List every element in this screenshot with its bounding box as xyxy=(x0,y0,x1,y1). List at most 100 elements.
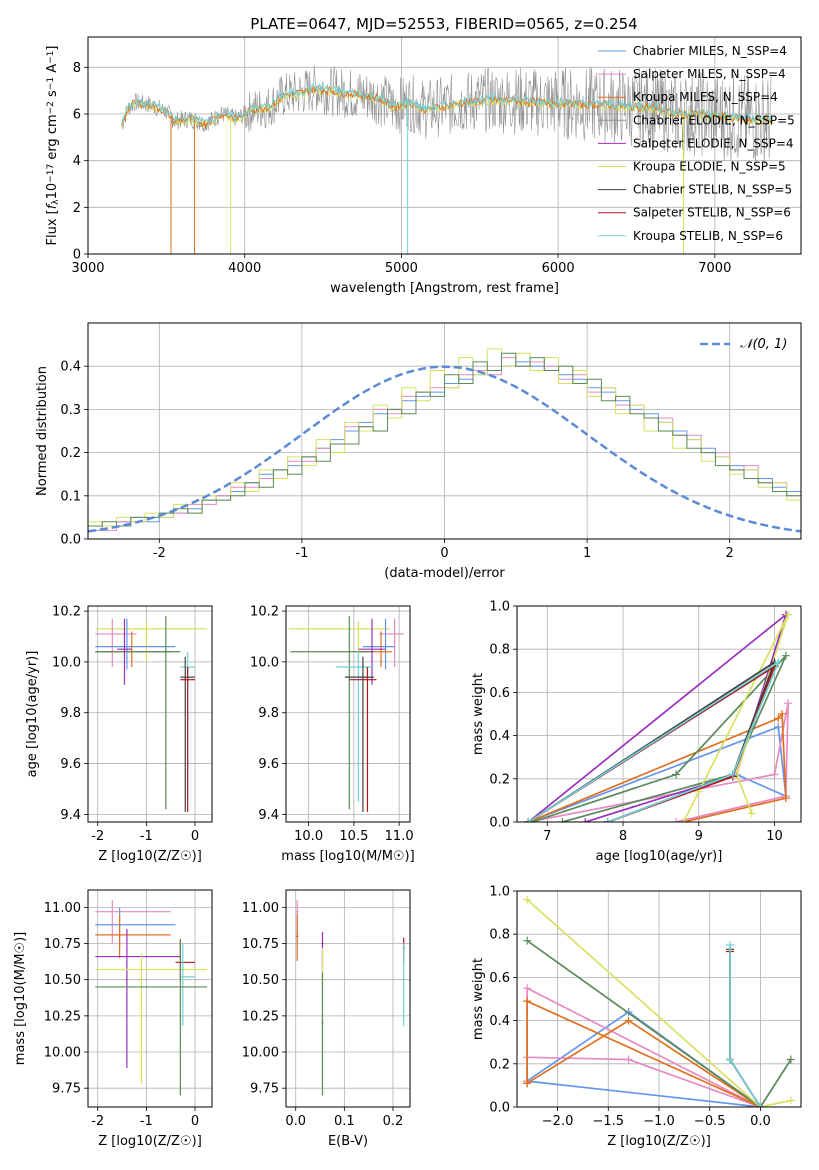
error-bar xyxy=(95,621,208,662)
y-tick-label: 2 xyxy=(73,201,81,216)
weight-point-marker xyxy=(523,984,532,993)
y-tick-label: 10.75 xyxy=(242,937,279,952)
weight-point-marker xyxy=(778,710,787,718)
plot-area xyxy=(88,37,801,254)
y-tick-label: 9.75 xyxy=(52,1082,81,1097)
y-tick-label: 10.50 xyxy=(242,973,279,988)
spectrum-model-line xyxy=(121,82,772,125)
plot-area xyxy=(88,323,801,539)
axes-frame xyxy=(87,36,802,255)
x-tick-label: 0 xyxy=(440,546,448,561)
error-bar xyxy=(95,618,176,670)
y-tick-label: 0.4 xyxy=(60,360,81,375)
y-tick-label: 0.0 xyxy=(60,533,81,548)
legend-label: Kroupa MILES, N_SSP=4 xyxy=(633,90,778,104)
y-axis-label: mass weight xyxy=(471,673,486,755)
mass-vs-metallicity-panel: -2 -1 0 9.75 10.00 10.25 10.50 10.75 11.00 Z [log… xyxy=(13,889,213,1149)
x-tick-label: -1 xyxy=(140,1114,153,1129)
axes: -2 -1 0 9.75 10.00 10.25 10.50 10.75 11.00 Z [log… xyxy=(13,889,213,1149)
x-tick-label: 7 xyxy=(543,829,551,844)
weight-point-marker xyxy=(784,699,793,708)
y-axis-label: Normed distribution xyxy=(35,366,50,496)
weight-series-line xyxy=(526,999,761,1107)
y-tick-label: 10.00 xyxy=(242,1046,279,1061)
y-tick-label: 4 xyxy=(73,154,81,169)
y-tick-label: 8 xyxy=(73,61,81,76)
weight-point-marker xyxy=(523,997,532,1006)
weight-point-marker xyxy=(756,1103,765,1107)
x-tick-label: -2 xyxy=(91,829,104,844)
error-bar xyxy=(95,618,137,667)
x-tick-label: 0.0 xyxy=(285,1114,306,1129)
age-vs-mass-panel: 10.0 10.5 11.0 9.4 9.6 9.8 10.0 10.2 mass [log10… xyxy=(250,605,415,864)
axes: -2 -1 0 1 2 0.0 0.1 0.2 0.3 0.4 (data-model)/error… xyxy=(35,322,802,581)
weight-point-marker xyxy=(726,941,734,949)
weight-point-marker xyxy=(672,818,681,822)
legend-label: Chabrier STELIB, N_SSP=5 xyxy=(633,183,792,197)
weight-point-marker xyxy=(603,818,612,822)
weight-point-marker xyxy=(781,794,790,803)
y-tick-label: 10.2 xyxy=(52,605,81,620)
axes: 3000 4000 5000 6000 7000 0 2 4 6 8 wavelength [Ang… xyxy=(45,36,802,296)
axes-frame xyxy=(285,889,411,1108)
axes-frame xyxy=(87,889,213,1108)
y-tick-label: 0.6 xyxy=(489,971,510,986)
axes-frame xyxy=(516,605,802,823)
normal-curve xyxy=(88,365,801,533)
plot-area xyxy=(286,890,410,1107)
error-bar xyxy=(180,666,195,812)
legend-label: 𝒩(0, 1) xyxy=(740,337,787,352)
error-bar xyxy=(180,943,195,1026)
weight-point-marker xyxy=(774,658,783,667)
plot-area xyxy=(517,891,801,1107)
plot-area xyxy=(286,606,410,822)
x-tick-label: 4000 xyxy=(228,261,261,276)
y-tick-label: 1.0 xyxy=(489,885,510,900)
x-tick-label: 1 xyxy=(583,546,591,561)
x-tick-label: 0 xyxy=(191,1114,199,1129)
error-bar xyxy=(117,618,132,685)
x-tick-label: -2 xyxy=(153,546,166,561)
legend-label: Chabrier MILES, N_SSP=4 xyxy=(633,44,787,58)
y-tick-label: 10.25 xyxy=(44,1009,81,1024)
error-bar xyxy=(362,618,395,670)
x-tick-label: 0.0 xyxy=(750,1114,771,1129)
y-tick-label: 9.8 xyxy=(60,706,81,721)
x-tick-label: 3000 xyxy=(71,261,104,276)
x-tick-label: 11.0 xyxy=(385,829,414,844)
legend-label: Salpeter MILES, N_SSP=4 xyxy=(633,67,786,81)
weight-vs-metallicity-panel: −2.0 −1.5 −1.0 −0.5 0.0 0.0 0.2 0.4 0.6 0.8 1.0 Z [… xyxy=(471,885,802,1149)
figure-title: PLATE=0647, MJD=52553, FIBERID=0565, z=0… xyxy=(250,15,637,33)
x-axis-label: wavelength [Angstrom, rest frame] xyxy=(330,281,559,296)
x-tick-label: −1.0 xyxy=(643,1114,675,1129)
error-bar xyxy=(95,940,208,1096)
x-tick-label: 10.0 xyxy=(294,829,323,844)
legend-label: Chabrier ELODIE, N_SSP=5 xyxy=(633,113,795,127)
y-tick-label: 0.0 xyxy=(489,816,510,831)
y-tick-label: 0.1 xyxy=(60,489,81,504)
legend-label: Kroupa STELIB, N_SSP=6 xyxy=(633,229,783,243)
x-tick-label: 8 xyxy=(619,829,627,844)
y-axis-label: mass weight xyxy=(471,958,486,1040)
weight-point-marker xyxy=(581,818,590,822)
grid xyxy=(88,37,801,254)
y-axis-label: age [log10(age/yr)] xyxy=(25,651,40,778)
error-bar xyxy=(95,929,181,1068)
y-tick-label: 0.4 xyxy=(489,729,510,744)
weight-point-marker xyxy=(624,1055,633,1064)
error-bar xyxy=(344,656,374,812)
y-tick-label: 9.6 xyxy=(60,757,81,772)
weight-point-marker xyxy=(672,770,681,779)
y-tick-label: 10.50 xyxy=(44,973,81,988)
mass-vs-extinction-panel: 0.0 0.1 0.2 9.75 10.00 10.25 10.50 10.75 11.00 E(… xyxy=(242,889,411,1149)
y-tick-label: 0.0 xyxy=(489,1101,510,1116)
y-tick-label: 0.2 xyxy=(60,446,81,461)
x-axis-label: Z [log10(Z/Z☉)] xyxy=(98,1134,202,1149)
legend-label: Salpeter STELIB, N_SSP=6 xyxy=(633,206,791,220)
error-bar xyxy=(290,616,374,810)
x-axis-label: Z [log10(Z/Z☉)] xyxy=(98,849,202,864)
error-bar xyxy=(95,900,171,944)
x-tick-label: −1.5 xyxy=(592,1114,624,1129)
residual-histogram xyxy=(88,352,801,527)
